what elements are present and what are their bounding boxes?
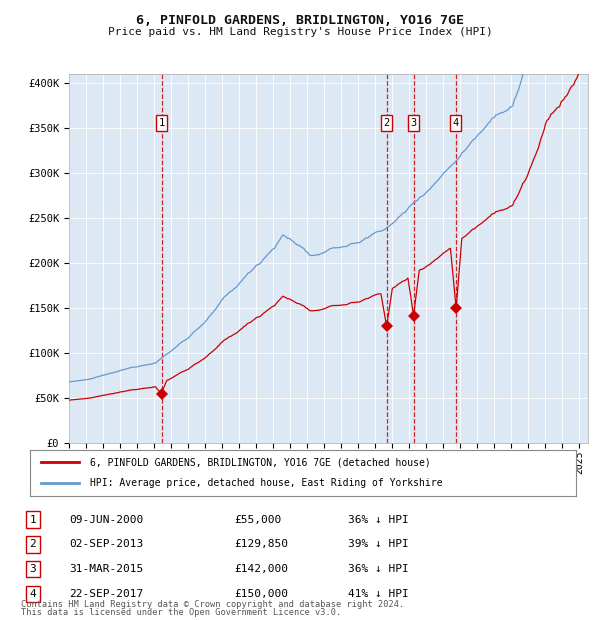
Text: 09-JUN-2000: 09-JUN-2000 — [69, 515, 143, 525]
Text: £129,850: £129,850 — [234, 539, 288, 549]
Text: 6, PINFOLD GARDENS, BRIDLINGTON, YO16 7GE: 6, PINFOLD GARDENS, BRIDLINGTON, YO16 7G… — [136, 14, 464, 27]
Text: 31-MAR-2015: 31-MAR-2015 — [69, 564, 143, 574]
Text: 39% ↓ HPI: 39% ↓ HPI — [348, 539, 409, 549]
Text: Price paid vs. HM Land Registry's House Price Index (HPI): Price paid vs. HM Land Registry's House … — [107, 27, 493, 37]
Text: 6, PINFOLD GARDENS, BRIDLINGTON, YO16 7GE (detached house): 6, PINFOLD GARDENS, BRIDLINGTON, YO16 7G… — [90, 457, 431, 467]
Text: 2: 2 — [29, 539, 37, 549]
Text: 1: 1 — [29, 515, 37, 525]
Text: 41% ↓ HPI: 41% ↓ HPI — [348, 589, 409, 599]
Text: This data is licensed under the Open Government Licence v3.0.: This data is licensed under the Open Gov… — [21, 608, 341, 617]
Text: 3: 3 — [410, 118, 417, 128]
Text: 02-SEP-2013: 02-SEP-2013 — [69, 539, 143, 549]
Text: £150,000: £150,000 — [234, 589, 288, 599]
Text: £142,000: £142,000 — [234, 564, 288, 574]
Text: 1: 1 — [158, 118, 164, 128]
Text: 4: 4 — [452, 118, 459, 128]
Text: 36% ↓ HPI: 36% ↓ HPI — [348, 564, 409, 574]
Text: 2: 2 — [383, 118, 390, 128]
Text: 4: 4 — [29, 589, 37, 599]
Text: £55,000: £55,000 — [234, 515, 281, 525]
Text: HPI: Average price, detached house, East Riding of Yorkshire: HPI: Average price, detached house, East… — [90, 479, 443, 489]
Text: 3: 3 — [29, 564, 37, 574]
Text: 36% ↓ HPI: 36% ↓ HPI — [348, 515, 409, 525]
Text: 22-SEP-2017: 22-SEP-2017 — [69, 589, 143, 599]
Text: Contains HM Land Registry data © Crown copyright and database right 2024.: Contains HM Land Registry data © Crown c… — [21, 600, 404, 609]
